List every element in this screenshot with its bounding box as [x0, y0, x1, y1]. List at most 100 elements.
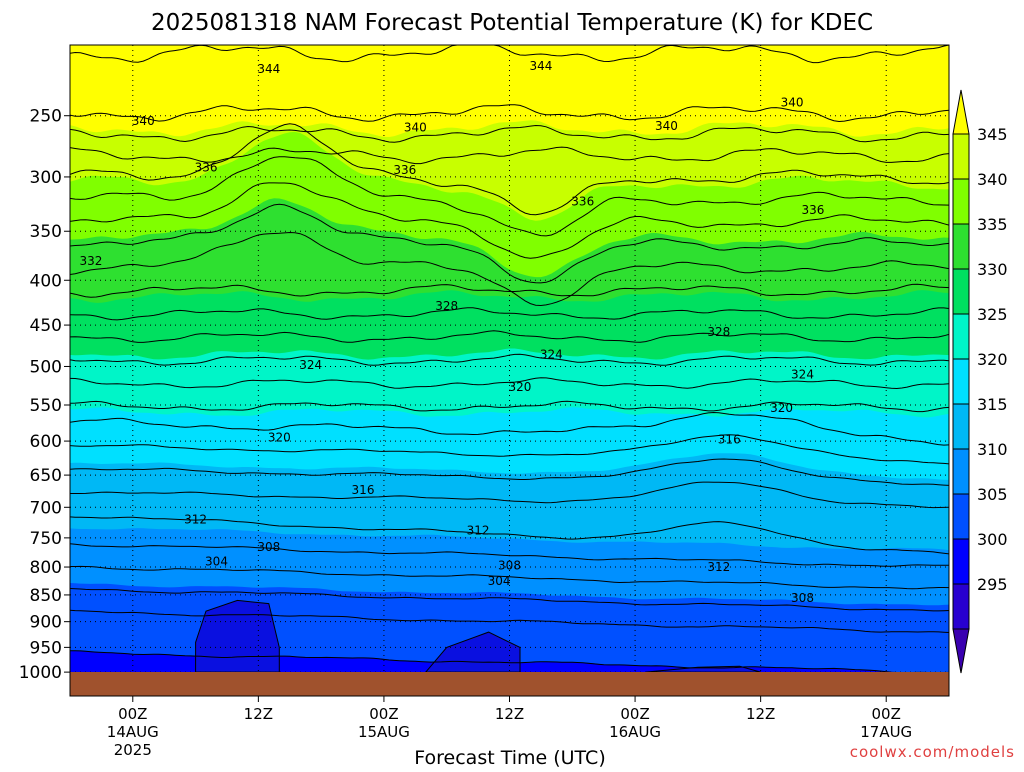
grid-lines [70, 45, 949, 696]
contour-label: 320 [268, 431, 291, 445]
plot-area [70, 45, 949, 696]
y-tick-label: 800 [30, 558, 62, 578]
colorbar-label: 340 [977, 170, 1008, 189]
contour-318 [70, 400, 949, 413]
colorbar-segment [952, 493, 970, 540]
contour-340 [70, 146, 949, 165]
contour-label: 340 [655, 119, 678, 133]
contour-324 [70, 330, 949, 343]
x-tick-date: 14AUG [107, 723, 159, 741]
y-tick-label: 950 [30, 638, 62, 658]
colorbar-segment [952, 538, 970, 585]
chart-title: 2025081318 NAM Forecast Potential Temper… [151, 10, 873, 36]
contour-label: 336 [571, 195, 594, 209]
contour-label: 324 [540, 347, 563, 361]
contour-label: 336 [802, 203, 825, 217]
y-tick-label: 1000 [19, 663, 62, 683]
colorbar-segment [952, 133, 970, 180]
contour-332 [70, 203, 949, 284]
contour-label: 344 [529, 59, 552, 73]
contour-label: 324 [791, 367, 814, 381]
contour-label: 328 [707, 325, 730, 339]
contour-label: 312 [707, 560, 730, 574]
colorbar-segment [952, 358, 970, 405]
contour-336 [70, 156, 949, 237]
contour-label: 320 [509, 380, 532, 394]
contour-label: 308 [498, 558, 521, 572]
x-tick-label: 12Z [495, 705, 524, 723]
contour-label: 312 [184, 513, 207, 527]
x-tick-label: 00Z [118, 705, 147, 723]
contour-330 [70, 231, 949, 307]
contour-label: 340 [781, 95, 804, 109]
y-tick-label: 550 [30, 396, 62, 416]
contour-label: 340 [404, 120, 427, 134]
contour-label: 312 [467, 524, 490, 538]
y-tick-label: 450 [30, 316, 62, 336]
contour-label: 344 [257, 62, 280, 76]
contour-label: 308 [257, 540, 280, 554]
contour-342 [70, 124, 949, 143]
y-tick-label: 900 [30, 613, 62, 633]
colorbar-label: 335 [977, 215, 1008, 234]
y-axis: 250 300 350 400 450 500 550 600 650 700 750 800 850 9… [19, 107, 70, 683]
colorbar-segment [952, 178, 970, 225]
contour-label: 316 [352, 483, 375, 497]
contour-334 [70, 182, 949, 259]
y-tick-label: 250 [30, 107, 62, 127]
colorbar-label: 320 [977, 350, 1008, 369]
contour-302 [70, 588, 949, 612]
colorbar-segment [952, 583, 970, 630]
contour-306 [70, 543, 949, 567]
colorbar-label: 315 [977, 395, 1008, 414]
colorbar-label: 345 [977, 125, 1008, 144]
contour-label: 320 [770, 401, 793, 415]
contour-312 [70, 458, 949, 486]
cold-pools [195, 599, 761, 673]
colorbar: 345 340 335 330 325 320 315 310 305 300 295 [952, 89, 1008, 674]
contour-326 [70, 307, 949, 321]
y-tick-label: 700 [30, 498, 62, 518]
contour-320 [70, 377, 949, 390]
ground-surface [70, 672, 949, 696]
x-tick-label: 00Z [872, 705, 901, 723]
contour-label: 340 [132, 114, 155, 128]
contour-label: 324 [299, 358, 322, 372]
colorbar-label: 330 [977, 260, 1008, 279]
contour-316 [70, 411, 949, 446]
x-tick-date: 15AUG [358, 723, 410, 741]
contour-304 [70, 565, 949, 590]
colorbar-label: 300 [977, 530, 1008, 549]
contour-344 [70, 104, 949, 123]
contour-298 [70, 650, 949, 674]
watermark: coolwx.com/models [850, 743, 1015, 761]
x-axis-label: Forecast Time (UTC) [414, 747, 605, 768]
contour-label: 332 [79, 254, 102, 268]
colorbar-label: 295 [977, 575, 1008, 594]
contour-label: 308 [791, 591, 814, 605]
x-tick-label: 12Z [244, 705, 273, 723]
contour-label: 336 [393, 163, 416, 177]
y-tick-label: 750 [30, 529, 62, 549]
contour-346 [70, 45, 949, 64]
colorbar-segment [952, 313, 970, 360]
x-tick-label: 00Z [369, 705, 398, 723]
contour-lines [70, 45, 949, 674]
colorbar-segment [952, 223, 970, 270]
cold-pool-1 [195, 599, 280, 673]
contour-310 [70, 481, 949, 509]
y-tick-label: 500 [30, 357, 62, 377]
contour-label: 328 [435, 299, 458, 313]
colorbar-segment [952, 448, 970, 495]
contour-300 [70, 609, 949, 633]
y-tick-label: 300 [30, 168, 62, 188]
y-tick-label: 350 [30, 222, 62, 242]
y-tick-label: 600 [30, 432, 62, 452]
contour-label: 336 [195, 161, 218, 175]
x-tick-label: 12Z [746, 705, 775, 723]
x-tick-year: 2025 [114, 741, 152, 759]
colorbar-label: 325 [977, 305, 1008, 324]
contour-label: 304 [205, 554, 228, 568]
